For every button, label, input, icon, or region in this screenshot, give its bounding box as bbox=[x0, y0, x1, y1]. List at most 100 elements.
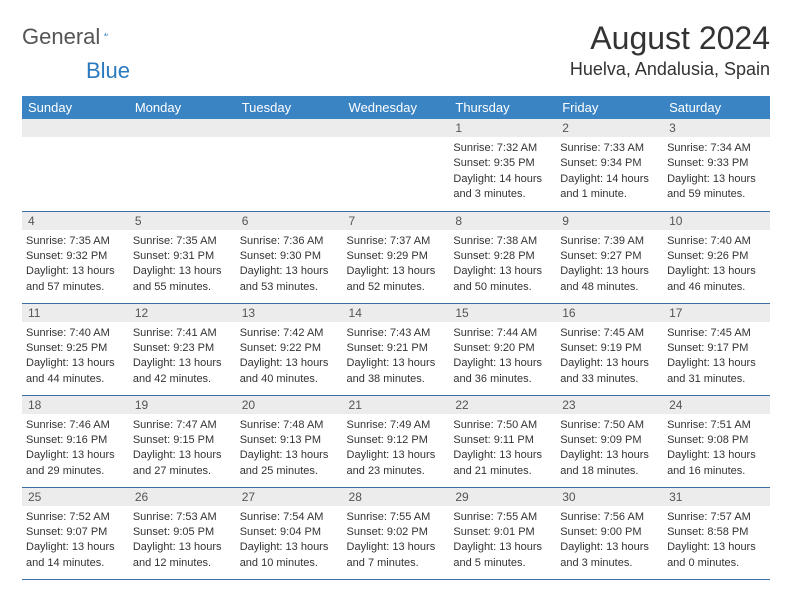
calendar-cell: 14Sunrise: 7:43 AMSunset: 9:21 PMDayligh… bbox=[343, 303, 450, 395]
day-number: 2 bbox=[556, 119, 663, 137]
day-header: Thursday bbox=[449, 96, 556, 119]
calendar-cell: 7Sunrise: 7:37 AMSunset: 9:29 PMDaylight… bbox=[343, 211, 450, 303]
daylight-text: Daylight: 13 hours and 36 minutes. bbox=[453, 356, 552, 387]
sunset-text: Sunset: 9:20 PM bbox=[453, 341, 552, 356]
calendar-cell: 23Sunrise: 7:50 AMSunset: 9:09 PMDayligh… bbox=[556, 395, 663, 487]
sunrise-text: Sunrise: 7:35 AM bbox=[133, 234, 232, 249]
daylight-text: Daylight: 13 hours and 42 minutes. bbox=[133, 356, 232, 387]
day-number: 7 bbox=[343, 212, 450, 230]
calendar-cell bbox=[236, 119, 343, 211]
calendar-cell bbox=[22, 119, 129, 211]
calendar-cell: 5Sunrise: 7:35 AMSunset: 9:31 PMDaylight… bbox=[129, 211, 236, 303]
day-number: 3 bbox=[663, 119, 770, 137]
day-header: Saturday bbox=[663, 96, 770, 119]
sunrise-text: Sunrise: 7:48 AM bbox=[240, 418, 339, 433]
day-number: 11 bbox=[22, 304, 129, 322]
day-content: Sunrise: 7:50 AMSunset: 9:09 PMDaylight:… bbox=[556, 414, 663, 484]
calendar-cell: 29 Sunrise: 7:55 AMSunset: 9:01 PMDayligh… bbox=[449, 487, 556, 579]
day-content: Sunrise: 7:49 AMSunset: 9:12 PMDaylight:… bbox=[343, 414, 450, 484]
calendar-table: Sunday Monday Tuesday Wednesday Thursday… bbox=[22, 96, 770, 580]
day-header: Sunday bbox=[22, 96, 129, 119]
daylight-text: Daylight: 13 hours and 5 minutes. bbox=[453, 540, 552, 571]
sunset-text: Sunset: 9:16 PM bbox=[26, 433, 125, 448]
sunrise-text: Sunrise: 7:40 AM bbox=[667, 234, 766, 249]
sunset-text: Sunset: 9:05 PM bbox=[133, 525, 232, 540]
sunset-text: Sunset: 9:08 PM bbox=[667, 433, 766, 448]
calendar-cell: 9Sunrise: 7:39 AMSunset: 9:27 PMDaylight… bbox=[556, 211, 663, 303]
sunset-text: Sunset: 9:29 PM bbox=[347, 249, 446, 264]
calendar-cell: 31Sunrise: 7:57 AMSunset: 8:58 PMDayligh… bbox=[663, 487, 770, 579]
daylight-text: Daylight: 14 hours and 3 minutes. bbox=[453, 172, 552, 203]
day-content: Sunrise: 7:40 AMSunset: 9:25 PMDaylight:… bbox=[22, 322, 129, 392]
daylight-text: Daylight: 13 hours and 18 minutes. bbox=[560, 448, 659, 479]
calendar-cell: 11Sunrise: 7:40 AMSunset: 9:25 PMDayligh… bbox=[22, 303, 129, 395]
day-content: Sunrise: 7:45 AMSunset: 9:19 PMDaylight:… bbox=[556, 322, 663, 392]
sunrise-text: Sunrise: 7:37 AM bbox=[347, 234, 446, 249]
sunset-text: Sunset: 8:58 PM bbox=[667, 525, 766, 540]
day-header: Tuesday bbox=[236, 96, 343, 119]
daylight-text: Daylight: 13 hours and 53 minutes. bbox=[240, 264, 339, 295]
calendar-week-row: 25Sunrise: 7:52 AMSunset: 9:07 PMDayligh… bbox=[22, 487, 770, 579]
sunrise-text: Sunrise: 7:50 AM bbox=[560, 418, 659, 433]
sunset-text: Sunset: 9:31 PM bbox=[133, 249, 232, 264]
sunrise-text: Sunrise: 7:32 AM bbox=[453, 141, 552, 156]
sunset-text: Sunset: 9:25 PM bbox=[26, 341, 125, 356]
day-number: 31 bbox=[663, 488, 770, 506]
sunrise-text: Sunrise: 7:49 AM bbox=[347, 418, 446, 433]
daylight-text: Daylight: 13 hours and 3 minutes. bbox=[560, 540, 659, 571]
day-number: 23 bbox=[556, 396, 663, 414]
sunrise-text: Sunrise: 7:55 AM bbox=[453, 510, 552, 525]
calendar-cell: 8Sunrise: 7:38 AMSunset: 9:28 PMDaylight… bbox=[449, 211, 556, 303]
calendar-cell: 4Sunrise: 7:35 AMSunset: 9:32 PMDaylight… bbox=[22, 211, 129, 303]
daylight-text: Daylight: 13 hours and 44 minutes. bbox=[26, 356, 125, 387]
sunrise-text: Sunrise: 7:44 AM bbox=[453, 326, 552, 341]
sunset-text: Sunset: 9:01 PM bbox=[453, 525, 552, 540]
month-title: August 2024 bbox=[570, 20, 770, 57]
daylight-text: Daylight: 13 hours and 0 minutes. bbox=[667, 540, 766, 571]
sunset-text: Sunset: 9:32 PM bbox=[26, 249, 125, 264]
sunset-text: Sunset: 9:00 PM bbox=[560, 525, 659, 540]
day-content: Sunrise: 7:40 AMSunset: 9:26 PMDaylight:… bbox=[663, 230, 770, 300]
sunrise-text: Sunrise: 7:43 AM bbox=[347, 326, 446, 341]
sunrise-text: Sunrise: 7:38 AM bbox=[453, 234, 552, 249]
title-block: August 2024 Huelva, Andalusia, Spain bbox=[570, 20, 770, 80]
calendar-cell: 18Sunrise: 7:46 AMSunset: 9:16 PMDayligh… bbox=[22, 395, 129, 487]
sunrise-text: Sunrise: 7:35 AM bbox=[26, 234, 125, 249]
day-number: 16 bbox=[556, 304, 663, 322]
calendar-week-row: 11Sunrise: 7:40 AMSunset: 9:25 PMDayligh… bbox=[22, 303, 770, 395]
calendar-cell: 19Sunrise: 7:47 AMSunset: 9:15 PMDayligh… bbox=[129, 395, 236, 487]
day-content: Sunrise: 7:36 AMSunset: 9:30 PMDaylight:… bbox=[236, 230, 343, 300]
day-number: 17 bbox=[663, 304, 770, 322]
day-content: Sunrise: 7:35 AMSunset: 9:32 PMDaylight:… bbox=[22, 230, 129, 300]
day-number: 8 bbox=[449, 212, 556, 230]
sunrise-text: Sunrise: 7:45 AM bbox=[560, 326, 659, 341]
day-content: Sunrise: 7:57 AMSunset: 8:58 PMDaylight:… bbox=[663, 506, 770, 576]
daylight-text: Daylight: 13 hours and 48 minutes. bbox=[560, 264, 659, 295]
day-number: 29 bbox=[449, 488, 556, 506]
sunset-text: Sunset: 9:26 PM bbox=[667, 249, 766, 264]
sunset-text: Sunset: 9:15 PM bbox=[133, 433, 232, 448]
day-content: Sunrise: 7:33 AMSunset: 9:34 PMDaylight:… bbox=[556, 137, 663, 207]
calendar-cell: 24Sunrise: 7:51 AMSunset: 9:08 PMDayligh… bbox=[663, 395, 770, 487]
day-content: Sunrise: 7:46 AMSunset: 9:16 PMDaylight:… bbox=[22, 414, 129, 484]
daylight-text: Daylight: 13 hours and 40 minutes. bbox=[240, 356, 339, 387]
daylight-text: Daylight: 13 hours and 31 minutes. bbox=[667, 356, 766, 387]
day-number: 22 bbox=[449, 396, 556, 414]
sunset-text: Sunset: 9:28 PM bbox=[453, 249, 552, 264]
calendar-cell: 22Sunrise: 7:50 AMSunset: 9:11 PMDayligh… bbox=[449, 395, 556, 487]
calendar-cell: 21Sunrise: 7:49 AMSunset: 9:12 PMDayligh… bbox=[343, 395, 450, 487]
sunset-text: Sunset: 9:12 PM bbox=[347, 433, 446, 448]
day-content: Sunrise: 7:37 AMSunset: 9:29 PMDaylight:… bbox=[343, 230, 450, 300]
calendar-cell: 26Sunrise: 7:53 AMSunset: 9:05 PMDayligh… bbox=[129, 487, 236, 579]
day-number: 13 bbox=[236, 304, 343, 322]
day-number: 1 bbox=[449, 119, 556, 137]
calendar-week-row: 18Sunrise: 7:46 AMSunset: 9:16 PMDayligh… bbox=[22, 395, 770, 487]
sunrise-text: Sunrise: 7:52 AM bbox=[26, 510, 125, 525]
sunrise-text: Sunrise: 7:57 AM bbox=[667, 510, 766, 525]
sunset-text: Sunset: 9:33 PM bbox=[667, 156, 766, 171]
calendar-cell: 13Sunrise: 7:42 AMSunset: 9:22 PMDayligh… bbox=[236, 303, 343, 395]
daylight-text: Daylight: 13 hours and 10 minutes. bbox=[240, 540, 339, 571]
sunrise-text: Sunrise: 7:50 AM bbox=[453, 418, 552, 433]
day-content: Sunrise: 7:53 AMSunset: 9:05 PMDaylight:… bbox=[129, 506, 236, 576]
daylight-text: Daylight: 13 hours and 55 minutes. bbox=[133, 264, 232, 295]
